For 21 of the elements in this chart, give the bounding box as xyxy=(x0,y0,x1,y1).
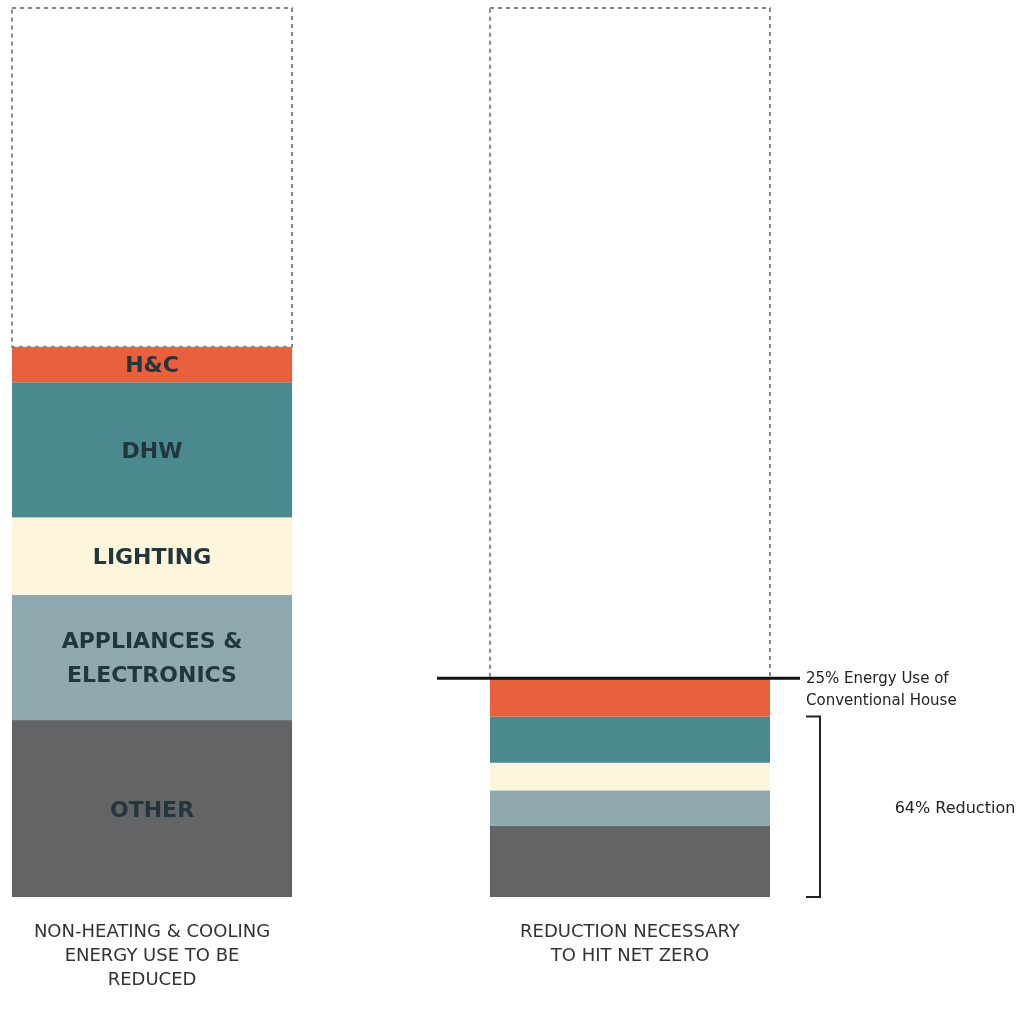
bar xyxy=(489,825,770,897)
series-label: DHW xyxy=(121,437,183,463)
series-label: H&C xyxy=(125,352,179,378)
bar xyxy=(12,382,293,518)
ref-line-label: 25% Energy Use of Conventional House xyxy=(806,669,957,710)
x-tick-label: NON-HEATING & COOLING ENERGY USE TO BE REDUCED xyxy=(33,920,271,989)
text: 64% Reduction xyxy=(894,797,1016,817)
bar xyxy=(12,346,293,383)
x-tick-label: REDUCTION NECESSARY TO HIT NET ZERO xyxy=(520,920,741,965)
series-label: LIGHTING xyxy=(92,544,212,570)
bar xyxy=(488,7,771,680)
bar xyxy=(11,7,294,348)
series-label: APPLIANCES & ELECTRONICS xyxy=(61,628,243,688)
bar xyxy=(12,517,293,595)
bar xyxy=(12,720,293,897)
bar xyxy=(489,762,770,791)
series-label: OTHER xyxy=(109,796,195,822)
bar xyxy=(489,716,770,763)
bar xyxy=(489,678,770,717)
bar xyxy=(489,790,770,826)
bar xyxy=(12,594,293,721)
